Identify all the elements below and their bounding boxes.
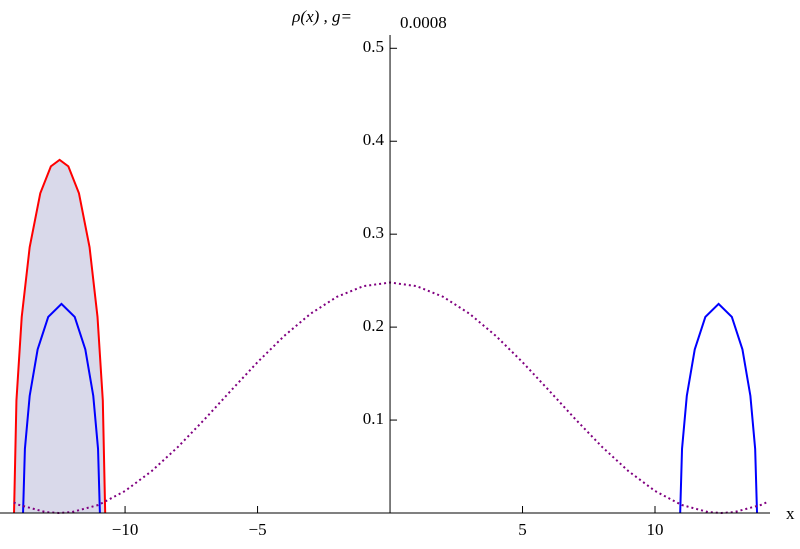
line-series	[679, 302, 759, 514]
y-tick-label: 0.5	[363, 37, 384, 56]
y-tick-label: 0.4	[363, 130, 385, 149]
x-axis-label: x	[786, 504, 795, 523]
x-tick-label: 5	[518, 520, 527, 539]
line-series	[22, 302, 101, 514]
x-tick-label: −5	[249, 520, 267, 539]
x-tick-label: −10	[112, 520, 139, 539]
x-tick-label: 10	[647, 520, 664, 539]
g-value: 0.0008	[400, 13, 447, 32]
y-tick-label: 0.1	[363, 409, 384, 428]
line-series	[13, 158, 107, 514]
y-axis-label: ρ(x) , g=	[291, 7, 352, 26]
area-fill	[14, 159, 106, 513]
y-tick-label: 0.3	[363, 223, 384, 242]
y-tick-label: 0.2	[363, 316, 384, 335]
